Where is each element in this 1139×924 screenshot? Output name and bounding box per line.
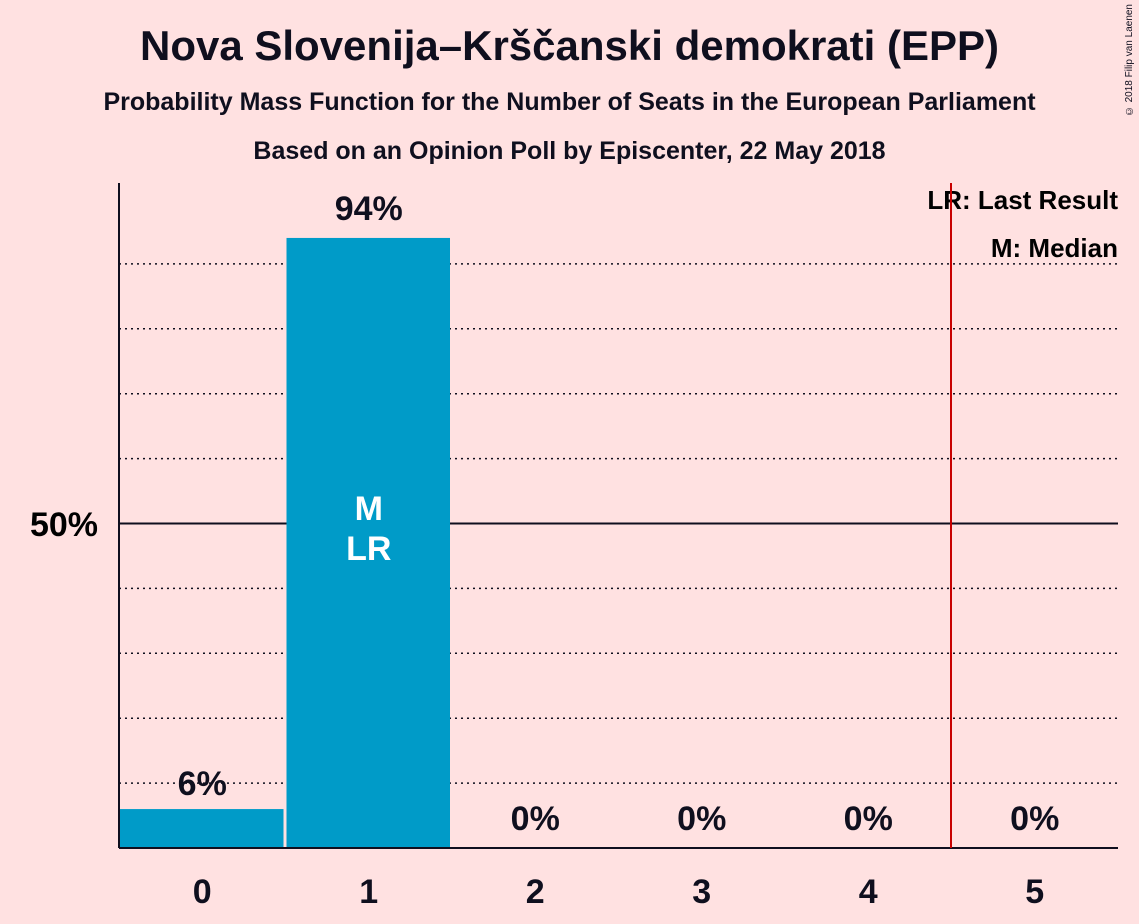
- x-tick-label-0: 0: [193, 873, 212, 911]
- value-labels: 6% 94% 0% 0% 0% 0% MLR: [178, 190, 1060, 838]
- bar-marker-m: M: [355, 490, 383, 528]
- bar-marker-lr: LR: [346, 530, 391, 568]
- gridlines: [119, 263, 1118, 784]
- x-tick-label-4: 4: [859, 873, 878, 911]
- chart-source-note: Based on an Opinion Poll by Episcenter, …: [253, 137, 886, 165]
- value-label-5: 0%: [1010, 800, 1059, 838]
- legend-last-result: LR: Last Result: [927, 185, 1118, 215]
- bar-1: [286, 237, 450, 848]
- y-tick-label-50: 50%: [30, 506, 98, 544]
- legend-median: M: Median: [991, 233, 1118, 263]
- legend: LR: Last Result M: Median: [927, 185, 1118, 263]
- bar-0: [120, 809, 284, 848]
- chart-title: Nova Slovenija–Krščanski demokrati (EPP): [139, 22, 999, 69]
- value-label-1: 94%: [335, 190, 403, 228]
- bars: [120, 237, 450, 848]
- x-tick-label-5: 5: [1025, 873, 1044, 911]
- x-tick-label-2: 2: [526, 873, 545, 911]
- value-label-3: 0%: [677, 800, 726, 838]
- chart-subtitle: Probability Mass Function for the Number…: [103, 88, 1036, 116]
- value-label-0: 6%: [178, 765, 227, 803]
- x-tick-labels: 0 1 2 3 4 5: [193, 873, 1044, 911]
- value-label-2: 0%: [511, 800, 560, 838]
- value-label-4: 0%: [844, 800, 893, 838]
- x-tick-label-3: 3: [692, 873, 711, 911]
- x-tick-label-1: 1: [359, 873, 378, 911]
